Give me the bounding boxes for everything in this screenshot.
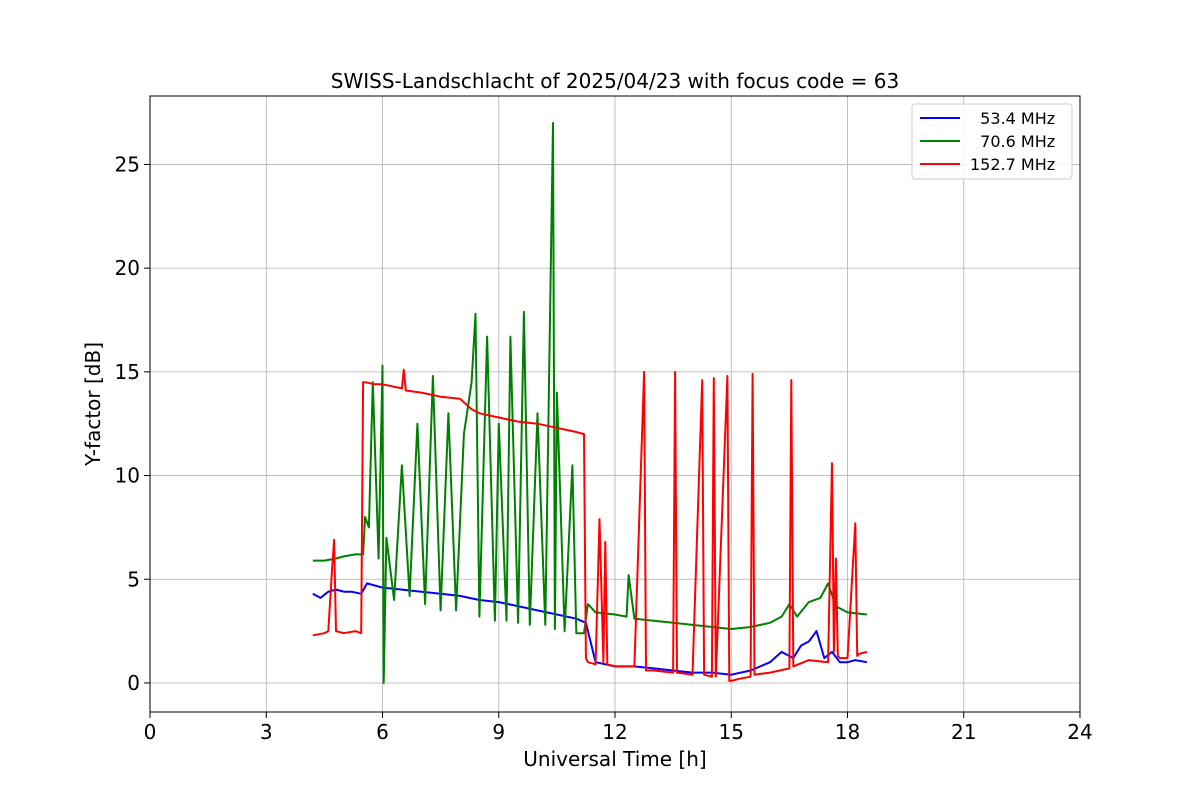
series-line-0 — [312, 582, 868, 676]
x-tick-label: 0 — [144, 720, 157, 744]
legend-box — [911, 103, 1073, 180]
x-axis-label: Universal Time [h] — [523, 747, 706, 771]
chart-title: SWISS-Landschlacht of 2025/04/23 with fo… — [331, 69, 899, 93]
x-tick-label: 24 — [1067, 720, 1092, 744]
legend-label-1: 70.6 MHz — [970, 132, 1055, 151]
y-tick-label: 15 — [115, 360, 140, 384]
x-tick-label: 18 — [835, 720, 860, 744]
y-tick-label: 10 — [115, 464, 140, 488]
x-tick-label: 21 — [951, 720, 976, 744]
y-axis-label: Y-factor [dB] — [81, 342, 105, 467]
legend: 53.4 MHz 70.6 MHz 152.7 MHz — [911, 103, 1073, 180]
series-line-2 — [312, 368, 868, 682]
y-tick-label: 25 — [115, 152, 140, 176]
x-tick-label: 9 — [492, 720, 505, 744]
x-tick-label: 3 — [260, 720, 273, 744]
y-tick-label: 0 — [127, 671, 140, 695]
x-tick-label: 12 — [602, 720, 627, 744]
legend-label-0: 53.4 MHz — [970, 109, 1055, 128]
series-layer — [312, 122, 868, 684]
y-tick-label: 5 — [127, 567, 140, 591]
series-line-1 — [312, 122, 868, 684]
ticks: 0 3 6 9 12 15 18 21 24 0 5 10 15 20 25 — [115, 152, 1093, 744]
x-tick-label: 6 — [376, 720, 389, 744]
legend-label-2: 152.7 MHz — [970, 155, 1055, 174]
x-tick-label: 15 — [719, 720, 744, 744]
y-tick-label: 20 — [115, 256, 140, 280]
